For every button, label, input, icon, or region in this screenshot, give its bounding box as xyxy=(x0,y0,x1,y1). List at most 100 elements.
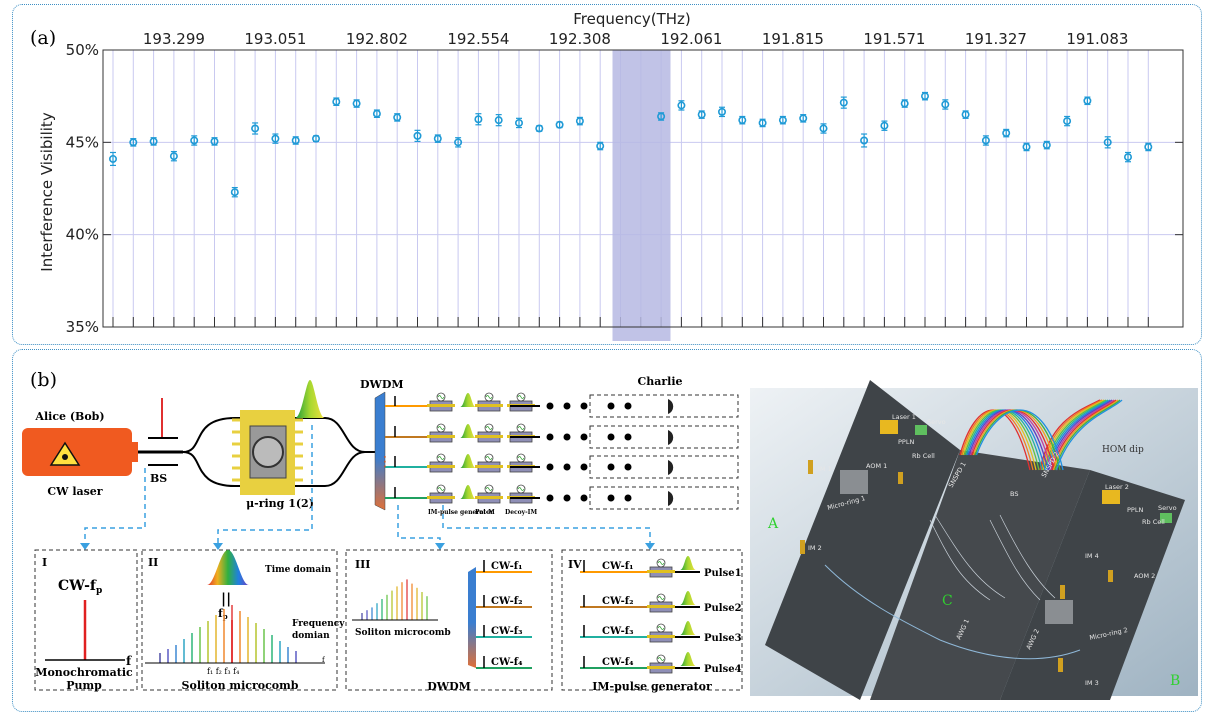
chip-rendering: A B C Laser 1 Servo PPLN Rb Cell IM 1 AO… xyxy=(750,380,1198,700)
data-points xyxy=(109,91,1153,198)
label-servo-a: Servo xyxy=(927,418,946,426)
data-point xyxy=(332,97,341,107)
inset2-freq1: Frequency xyxy=(292,619,345,629)
inset3-cw4: CW-f₄ xyxy=(491,657,523,668)
data-point xyxy=(535,124,544,133)
label-laser2: Laser 2 xyxy=(1105,483,1129,491)
data-point xyxy=(738,115,747,125)
data-point xyxy=(900,99,909,108)
inset3-soliton: Soliton microcomb xyxy=(355,628,451,638)
x-tick-label: 193.299 xyxy=(143,30,205,48)
modulator-rows xyxy=(426,392,540,504)
alice-label: Alice (Bob) xyxy=(34,410,104,423)
data-point xyxy=(961,110,970,119)
inset1-f: f xyxy=(126,654,132,668)
data-point xyxy=(717,106,726,118)
mod-label-pol: Pol-M xyxy=(475,509,495,516)
inset4-p1: Pulse1 xyxy=(704,568,742,579)
data-point xyxy=(393,113,402,122)
data-point xyxy=(1103,136,1112,149)
bs-label: BS xyxy=(150,472,167,485)
data-point xyxy=(1063,115,1072,127)
label-im4: IM 4 xyxy=(1085,552,1099,560)
data-point xyxy=(311,134,320,143)
inset2-axis-f: f xyxy=(322,656,326,664)
y-tick-label: 45% xyxy=(66,133,99,151)
inset4-numeral: IV xyxy=(568,558,582,571)
x-tick-label: 191.815 xyxy=(762,30,824,48)
data-point xyxy=(778,115,787,125)
data-point xyxy=(1124,151,1133,163)
data-point xyxy=(941,99,950,110)
data-point xyxy=(210,137,219,146)
data-point xyxy=(839,96,848,109)
highlight-band xyxy=(612,50,671,341)
data-point xyxy=(413,129,422,143)
data-point xyxy=(291,136,300,145)
x-tick-label: 192.061 xyxy=(660,30,722,48)
fiber-bundle xyxy=(959,399,1123,471)
inset4-p4: Pulse4 xyxy=(704,664,742,675)
data-point xyxy=(677,100,686,111)
comb-lines xyxy=(159,605,297,663)
y-tick-label: 35% xyxy=(66,318,99,336)
x-tick-label: 192.802 xyxy=(346,30,408,48)
data-point xyxy=(860,133,869,148)
label-hom: HOM dip xyxy=(1102,445,1144,455)
label-aom1: AOM 1 xyxy=(866,462,887,470)
inset2-numeral: II xyxy=(148,556,158,569)
inset3-cw1: CW-f₁ xyxy=(491,561,522,572)
mod-label-im: IM-pulse generator xyxy=(428,509,494,516)
inset4-title: IM-pulse generator xyxy=(592,680,712,693)
y-axis-title: Interference Visibility xyxy=(38,112,56,272)
inset1-cw: CW-fp xyxy=(58,578,102,596)
data-point xyxy=(1144,142,1153,152)
data-point xyxy=(271,133,280,144)
y-tick-labels: 50% 45% 40% 35% xyxy=(66,41,99,336)
label-aom2: AOM 2 xyxy=(1134,572,1155,580)
charlie-detectors xyxy=(589,394,739,510)
data-point xyxy=(454,137,463,148)
board-a: A xyxy=(767,516,779,532)
chart-grid xyxy=(103,50,1183,327)
x-tick-label: 191.571 xyxy=(863,30,925,48)
svg-text:⋮: ⋮ xyxy=(378,454,392,470)
data-point xyxy=(697,110,706,119)
inset1-title1: Monochromatic xyxy=(35,666,133,679)
data-point xyxy=(657,112,666,121)
dwdm-label: DWDM xyxy=(360,378,404,391)
data-point xyxy=(758,118,767,128)
board-b: B xyxy=(1170,673,1180,689)
data-point xyxy=(819,123,828,134)
inset3-title: DWDM xyxy=(427,680,471,693)
label-ppln-a: PPLN xyxy=(898,438,914,446)
cw-laser-label: CW laser xyxy=(47,485,102,498)
data-point xyxy=(190,135,199,146)
label-servo-b: Servo xyxy=(1158,504,1177,512)
data-point xyxy=(149,137,158,146)
data-point xyxy=(514,117,523,129)
data-point xyxy=(920,91,929,101)
inset3-cw2: CW-f₂ xyxy=(491,596,522,607)
data-point xyxy=(169,150,178,162)
inset2-eq: || xyxy=(221,591,231,607)
data-point xyxy=(129,138,138,147)
inset4-cw3: CW-f₃ xyxy=(602,626,633,637)
data-point xyxy=(575,116,584,126)
x-tick-label: 191.327 xyxy=(965,30,1027,48)
data-point xyxy=(109,151,118,167)
label-rb-a: Rb Cell xyxy=(912,452,935,460)
data-point xyxy=(880,120,889,131)
fiber-dots xyxy=(546,402,632,502)
x-tick-label: 192.308 xyxy=(549,30,611,48)
dwdm-channels: ⋮ xyxy=(378,396,430,499)
y-tick-label: 50% xyxy=(66,41,99,59)
panel-b xyxy=(12,349,1202,712)
inset2-time: Time domain xyxy=(265,565,332,575)
y-tick-label: 40% xyxy=(66,226,99,244)
label-rb-b: Rb Cell xyxy=(1142,518,1165,526)
data-point xyxy=(981,135,990,146)
data-point xyxy=(1002,128,1011,138)
board-c: C xyxy=(942,593,953,609)
panel-b-label: (b) xyxy=(30,369,57,391)
